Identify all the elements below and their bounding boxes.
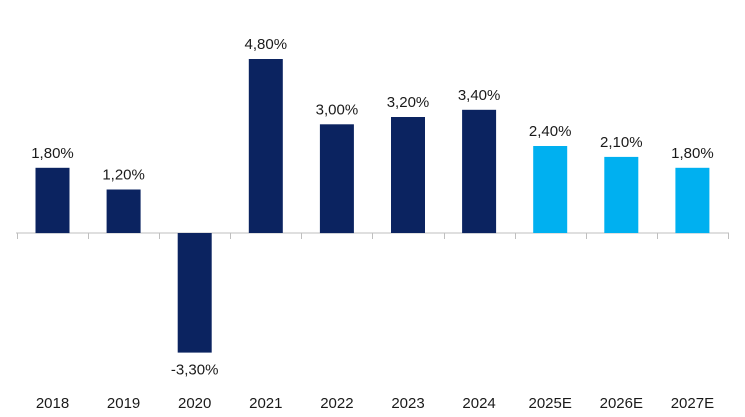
category-label-2027E: 2027E <box>671 395 714 412</box>
data-label-2026E: 2,10% <box>600 134 643 151</box>
category-label-2024: 2024 <box>462 395 495 412</box>
data-label-2027E: 1,80% <box>671 145 714 162</box>
data-label-2025E: 2,40% <box>529 123 572 140</box>
bar-2022 <box>319 124 354 234</box>
category-label-2021: 2021 <box>249 395 282 412</box>
bar-2027E <box>675 167 710 234</box>
bar-2019 <box>106 189 141 233</box>
bar-2025E <box>533 146 568 233</box>
bar-2018 <box>35 167 70 234</box>
data-label-2021: 4,80% <box>245 36 288 53</box>
category-label-2025E: 2025E <box>529 395 572 412</box>
data-label-2019: 1,20% <box>102 167 145 184</box>
data-label-2024: 3,40% <box>458 87 501 104</box>
category-label-2018: 2018 <box>36 395 69 412</box>
bar-2026E <box>604 156 639 233</box>
category-label-2019: 2019 <box>107 395 140 412</box>
category-label-2020: 2020 <box>178 395 211 412</box>
data-label-2022: 3,00% <box>316 101 359 118</box>
category-label-2022: 2022 <box>320 395 353 412</box>
category-label-2023: 2023 <box>391 395 424 412</box>
bar-2020 <box>177 233 212 353</box>
category-label-2026E: 2026E <box>600 395 643 412</box>
bar-2021 <box>248 59 283 233</box>
data-label-2020: -3,30% <box>171 362 219 379</box>
data-label-2018: 1,80% <box>31 145 74 162</box>
bar-2023 <box>391 117 425 233</box>
data-label-2023: 3,20% <box>387 94 430 111</box>
bar-2024 <box>462 109 497 234</box>
